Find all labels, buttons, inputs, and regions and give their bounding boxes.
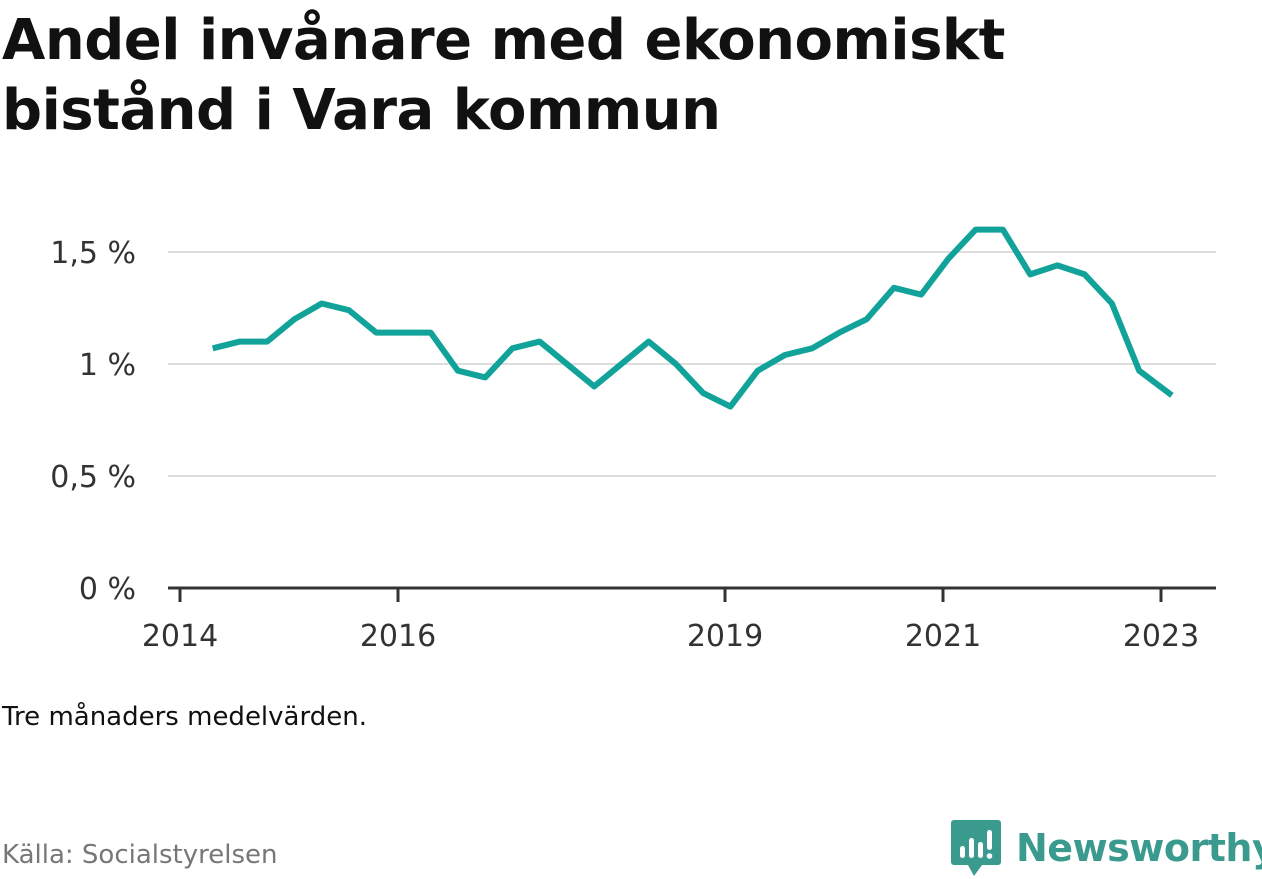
x-tick-label: 2019 — [687, 619, 763, 654]
gridlines — [168, 251, 1216, 477]
series — [211, 226, 1174, 410]
chart-title: Andel invånare med ekonomiskt bistånd i … — [2, 8, 1005, 143]
y-tick-labels: 0 % 0,5 % 1 % 1,5 % — [50, 236, 136, 607]
x-tick-label: 2021 — [905, 619, 981, 654]
brand-name: Newsworthy — [1016, 826, 1262, 870]
line-chart: 0 % 0,5 % 1 % 1,5 % 2014 2016 2019 2021 2023 — [50, 226, 1216, 654]
newsworthy-logo: Newsworthy — [950, 818, 1262, 878]
x-tick-labels: 2014 2016 2019 2021 2023 — [142, 619, 1199, 654]
y-tick-label: 1,5 % — [50, 236, 136, 271]
chart-note: Tre månaders medelvärden. — [2, 702, 367, 732]
source-credit: Källa: Socialstyrelsen — [2, 840, 278, 870]
x-axis — [168, 586, 1216, 602]
x-tick-label: 2014 — [142, 619, 218, 654]
y-tick-label: 0,5 % — [50, 460, 136, 495]
newsworthy-logo-icon — [951, 820, 1001, 876]
y-tick-label: 1 % — [79, 348, 136, 383]
x-tick-label: 2016 — [360, 619, 436, 654]
y-tick-label: 0 % — [79, 572, 136, 607]
x-tick-label: 2023 — [1123, 619, 1199, 654]
series-line — [211, 226, 1174, 410]
